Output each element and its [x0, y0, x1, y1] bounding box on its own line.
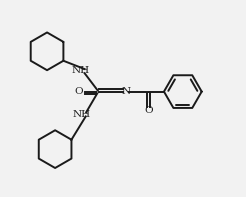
Text: O: O	[75, 87, 83, 96]
Text: O: O	[144, 106, 153, 114]
Text: NH: NH	[73, 110, 91, 119]
Text: NH: NH	[71, 66, 90, 75]
Text: N: N	[122, 87, 131, 96]
